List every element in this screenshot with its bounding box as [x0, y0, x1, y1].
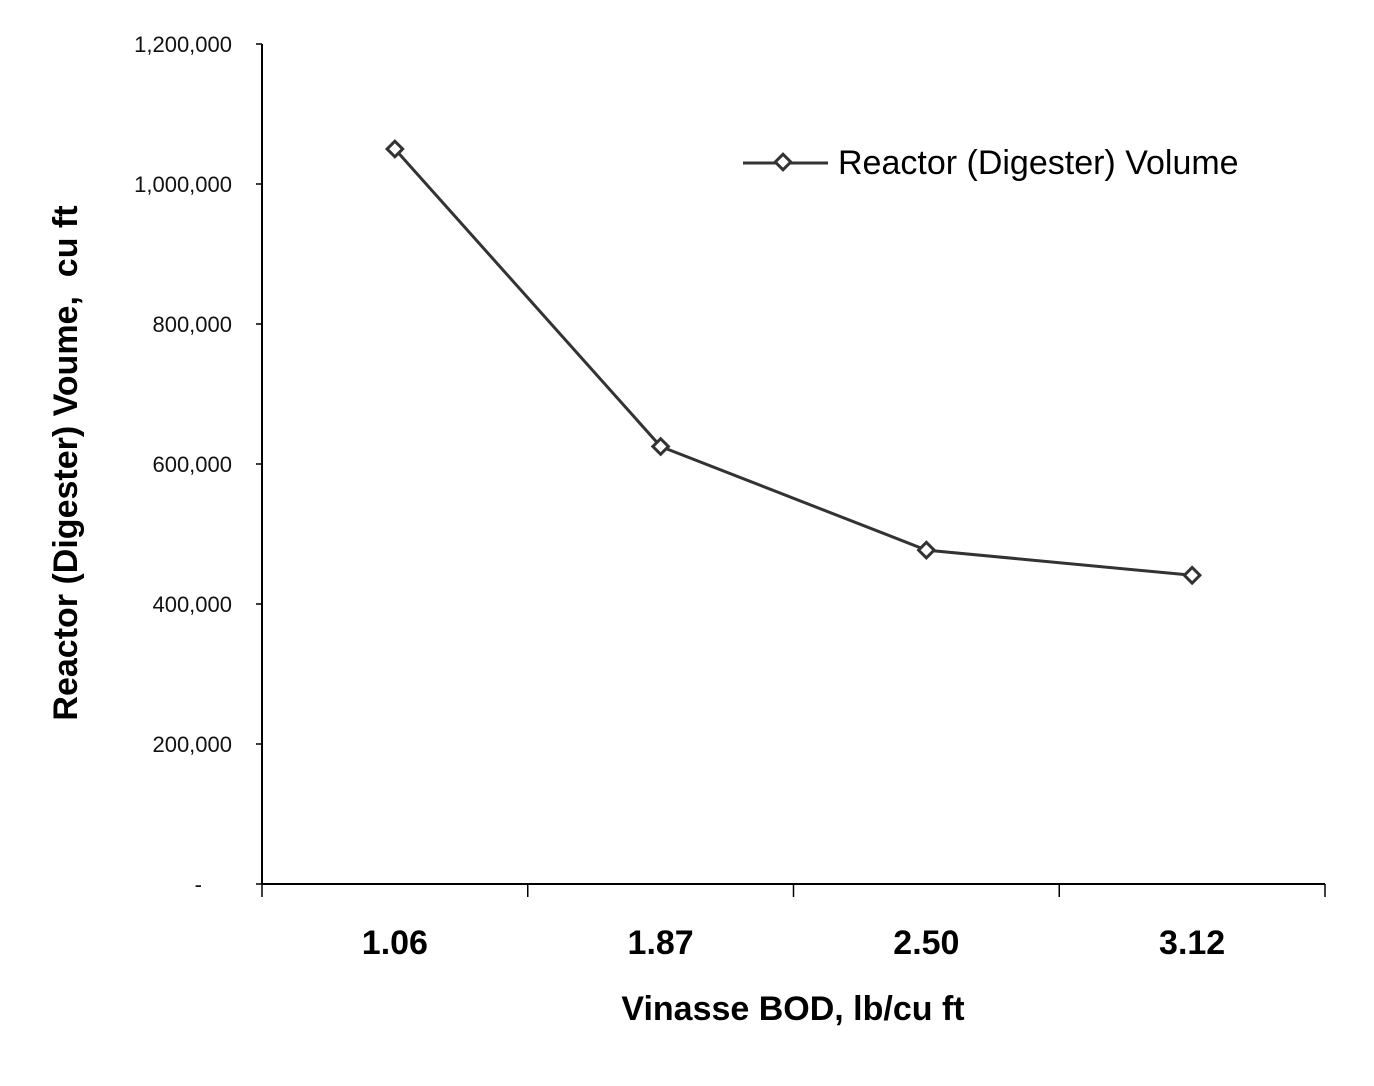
y-axis: - 200,000 400,000 600,000 800,000 1,000,000 1,…	[134, 32, 263, 897]
x-axis-title: Vinasse BOD, lb/cu ft	[621, 990, 964, 1028]
series-line	[393, 148, 1193, 577]
x-tick-label: 1.06	[362, 924, 428, 962]
data-point-diamond-icon	[384, 139, 405, 159]
legend: Reactor (Digester) Volume	[743, 144, 1239, 182]
x-axis: 1.06 1.87 2.50 3.12	[261, 883, 1326, 962]
y-tick-label: 600,000	[152, 452, 232, 477]
y-tick-label: 1,000,000	[134, 172, 232, 197]
y-tick-label: 200,000	[152, 732, 232, 757]
y-tick-label: 400,000	[152, 592, 232, 617]
x-tick-label: 3.12	[1159, 924, 1225, 962]
data-point-diamond-icon	[650, 436, 671, 457]
y-tick-label: -	[195, 872, 202, 897]
x-tick-label: 2.50	[893, 924, 959, 962]
data-point-diamond-icon	[916, 540, 937, 560]
y-axis-title: Reactor (Digester) Voume, cu ft	[47, 205, 85, 720]
legend-label: Reactor (Digester) Volume	[838, 144, 1239, 182]
data-point-diamond-icon	[1182, 565, 1203, 586]
legend-diamond-marker-icon	[773, 152, 793, 172]
y-tick-label: 800,000	[152, 312, 232, 337]
data-series	[384, 139, 1203, 586]
x-tick-label: 1.87	[628, 924, 694, 962]
y-tick-label: 1,200,000	[134, 32, 232, 57]
